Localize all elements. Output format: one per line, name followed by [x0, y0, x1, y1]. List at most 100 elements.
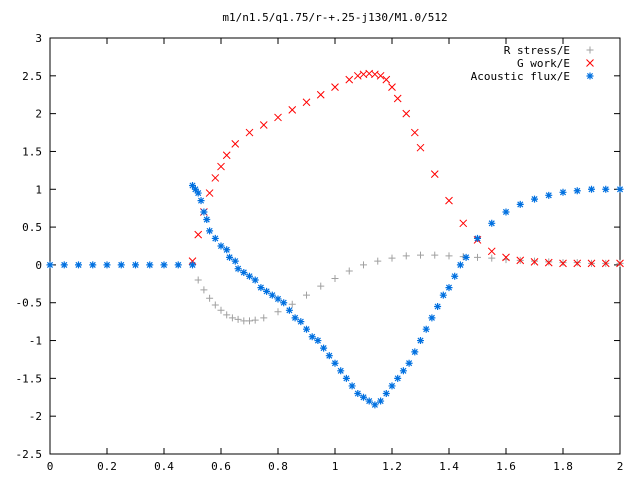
data-point [388, 83, 396, 92]
data-point [211, 301, 219, 309]
data-point [588, 185, 595, 193]
data-point [288, 300, 296, 308]
legend-marker [586, 59, 594, 67]
data-point [288, 106, 297, 114]
x-tick-label: 0.4 [154, 460, 174, 473]
data-point [245, 128, 254, 137]
data-point [200, 208, 208, 216]
data-point [314, 337, 322, 345]
data-point [317, 282, 325, 290]
data-point [602, 185, 610, 193]
data-point [228, 314, 236, 322]
data-point [223, 311, 231, 319]
data-point [417, 251, 424, 259]
data-point [217, 242, 225, 250]
data-point [545, 258, 553, 266]
series-1 [188, 69, 624, 268]
data-point [280, 299, 288, 307]
x-tick-label: 0.6 [211, 460, 231, 473]
data-point [274, 113, 282, 122]
data-point [531, 257, 538, 265]
data-point [416, 143, 425, 152]
y-tick-label: 0 [35, 259, 42, 272]
legend-label: G work/E [517, 57, 570, 70]
data-point [60, 261, 68, 269]
data-point [388, 382, 396, 390]
data-point [393, 94, 402, 103]
data-point [205, 189, 214, 197]
data-point [474, 234, 481, 242]
data-point [487, 247, 496, 256]
data-point [75, 261, 82, 269]
data-point [117, 261, 125, 269]
data-point [360, 393, 367, 401]
data-point [573, 259, 582, 268]
data-point [405, 359, 413, 367]
data-point [451, 272, 459, 280]
data-point [260, 314, 268, 322]
data-point [345, 267, 353, 275]
data-point [268, 291, 276, 299]
data-point [545, 191, 553, 199]
data-point [257, 284, 265, 292]
data-point [456, 261, 464, 269]
data-point [360, 261, 367, 269]
y-tick-label: 1 [35, 183, 42, 196]
data-point [382, 389, 390, 397]
data-point [399, 367, 407, 375]
data-point [246, 317, 253, 325]
x-tick-label: 0.8 [268, 460, 288, 473]
data-point [345, 75, 354, 84]
x-tick-label: 1.2 [382, 460, 402, 473]
x-tick-label: 0.2 [97, 460, 117, 473]
data-point [573, 187, 581, 195]
data-point [231, 257, 239, 265]
data-point [188, 257, 197, 265]
data-point [246, 272, 253, 280]
data-point [211, 234, 219, 242]
data-point [422, 325, 430, 333]
data-point [402, 109, 411, 118]
data-point [516, 200, 524, 208]
data-point [308, 333, 316, 341]
data-point [259, 121, 268, 129]
data-point [382, 75, 391, 84]
data-point [559, 259, 567, 268]
data-point [251, 316, 259, 324]
data-point [434, 303, 442, 311]
data-point [353, 71, 362, 80]
data-point [371, 70, 379, 79]
data-point [234, 315, 242, 323]
data-point [251, 276, 259, 284]
data-point [502, 253, 510, 262]
data-point [316, 90, 325, 99]
data-point [203, 216, 211, 224]
data-point [430, 170, 439, 178]
data-point [226, 253, 234, 261]
y-tick-label: 0.5 [22, 221, 42, 234]
x-tick-label: 1 [332, 460, 339, 473]
data-point [587, 259, 596, 268]
data-point [410, 128, 419, 137]
legend-marker [586, 46, 594, 54]
data-point [263, 287, 271, 295]
data-point [194, 276, 202, 284]
data-point [439, 291, 447, 299]
data-point [394, 374, 402, 382]
data-point [206, 227, 214, 235]
data-point [302, 98, 311, 107]
data-point [376, 71, 385, 80]
data-point [530, 258, 539, 266]
data-point [342, 374, 350, 382]
data-point [402, 252, 410, 260]
data-point [417, 337, 424, 345]
data-point [189, 181, 196, 189]
data-point [297, 318, 305, 326]
data-point [103, 261, 111, 269]
data-point [354, 389, 362, 397]
data-point [428, 314, 436, 322]
data-point [331, 359, 339, 367]
data-point [337, 367, 345, 375]
data-point [331, 83, 339, 92]
data-point [174, 261, 182, 269]
